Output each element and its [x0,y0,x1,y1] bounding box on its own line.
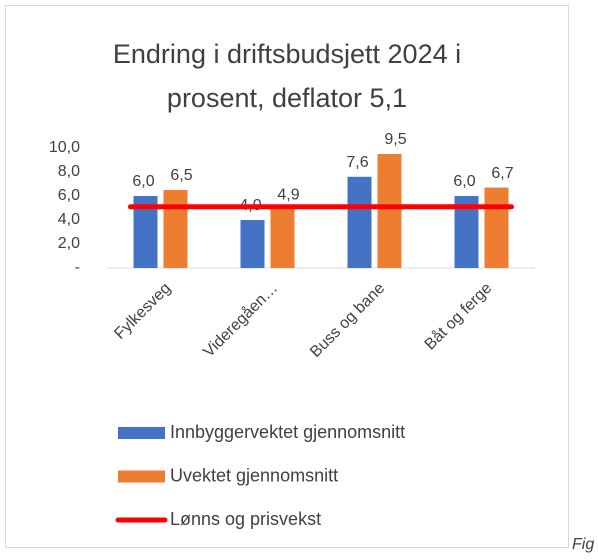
bar [270,209,295,268]
y-tick-label: 2,0 [58,235,80,252]
legend-label: Uvektet gjennomsnitt [170,465,338,485]
bar [484,187,509,268]
legend-label: Innbyggervektet gjennomsnitt [170,422,405,442]
y-tick-label: - [75,259,80,276]
caption: Fig [572,536,594,553]
legend-swatch [118,427,165,439]
data-label: 6,7 [491,165,513,182]
data-label: 6,0 [453,173,475,190]
chart-title: Endring i driftsbudsjett 2024 i [113,39,461,69]
chart-title: prosent, deflator 5,1 [167,83,407,113]
y-tick-label: 4,0 [58,211,80,228]
legend-label: Lønns og prisvekst [170,509,321,529]
y-tick-label: 10,0 [49,139,80,156]
bar [240,220,265,268]
y-tick-label: 8,0 [58,163,80,180]
legend-swatch [118,470,165,483]
data-label: 7,6 [346,154,368,171]
data-label: 6,0 [132,173,154,190]
bar [347,176,372,268]
data-label: 9,5 [384,131,406,148]
bar [377,154,402,268]
data-label: 4,9 [277,186,299,203]
bar [163,190,188,268]
data-label: 6,5 [170,167,192,184]
chart-frame [5,5,569,548]
y-tick-label: 6,0 [58,187,80,204]
